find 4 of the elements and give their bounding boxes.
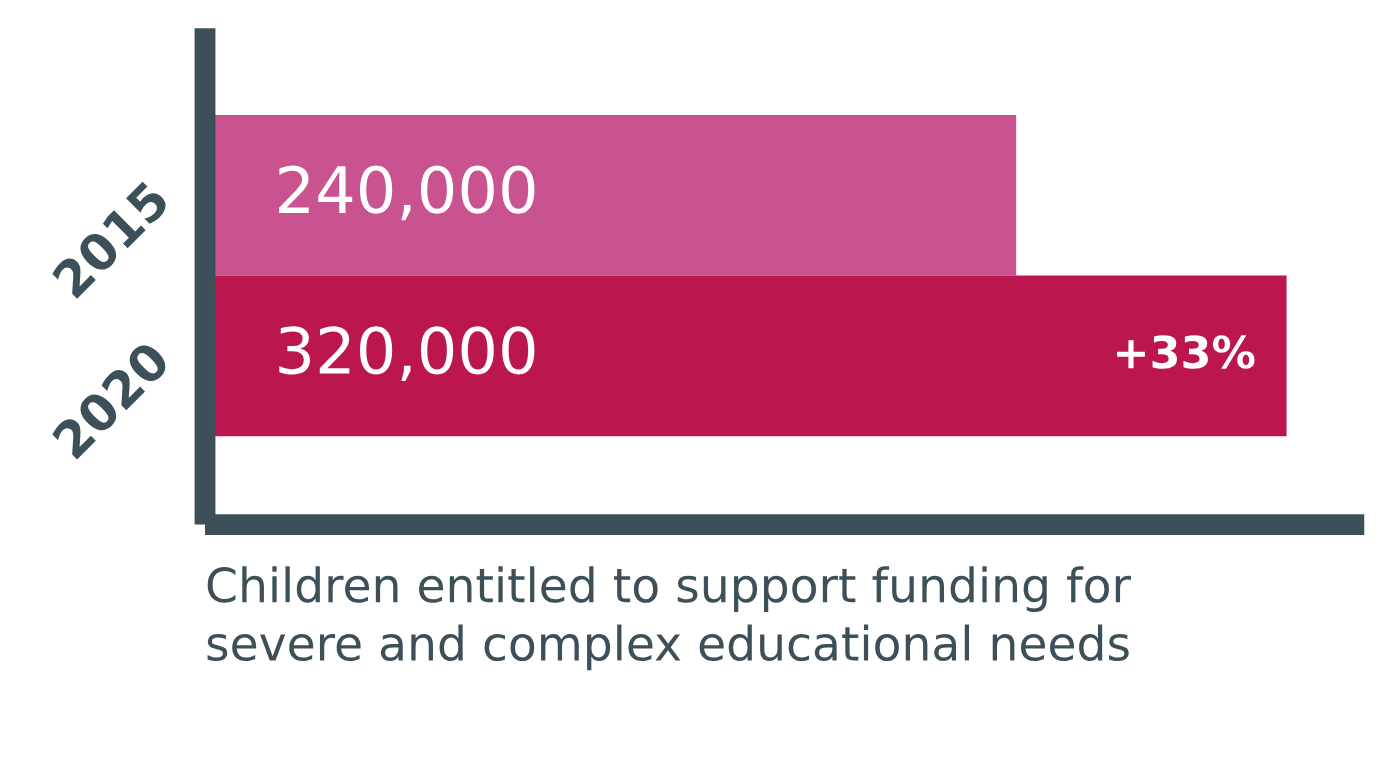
data-label: 240,000 <box>279 165 535 221</box>
x-axis-title: Children entitled to support funding for severe and complex educational needs <box>207 566 1131 671</box>
data-label: 320,000 <box>279 326 535 381</box>
annotation: +33% <box>1117 335 1255 369</box>
